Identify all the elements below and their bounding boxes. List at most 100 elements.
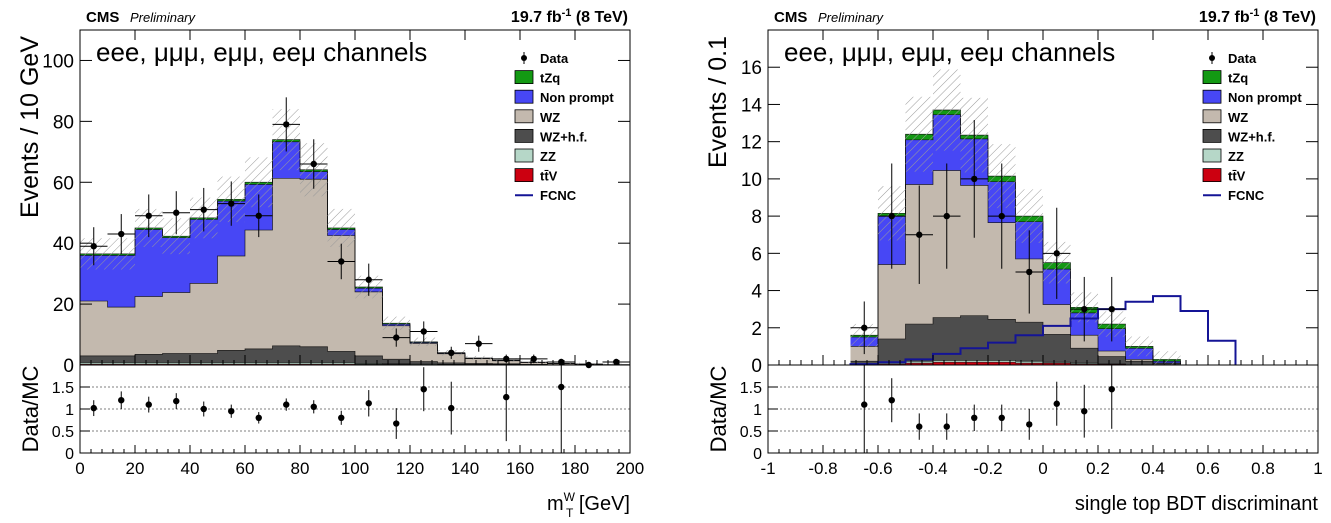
x-tick-label: 100 bbox=[341, 459, 369, 478]
y-tick-label: 16 bbox=[741, 58, 762, 79]
x-tick-label: 40 bbox=[181, 459, 200, 478]
lumi-exponent: -1 bbox=[1250, 7, 1260, 19]
y-tick-label: 20 bbox=[53, 295, 74, 316]
data-point bbox=[310, 160, 317, 168]
stack-bar bbox=[1125, 361, 1153, 365]
stack-bar bbox=[107, 307, 135, 356]
data-point bbox=[1108, 305, 1115, 313]
stack-bar bbox=[878, 338, 906, 364]
data-point bbox=[338, 258, 345, 265]
x-tick-label: 0.4 bbox=[1141, 459, 1165, 478]
stack-bar bbox=[1043, 362, 1071, 364]
data-point bbox=[1026, 268, 1033, 276]
data-point bbox=[971, 175, 978, 183]
cms-label: CMS bbox=[774, 9, 807, 26]
x-tick-label: 80 bbox=[291, 459, 310, 478]
ratio-y-tick-label: 0.5 bbox=[52, 424, 74, 441]
legend-label: FCNC bbox=[540, 188, 577, 203]
ratio-point bbox=[503, 393, 510, 401]
y-tick-label: 10 bbox=[741, 170, 762, 191]
ratio-point bbox=[971, 414, 978, 421]
ratio-y-tick-label: 0 bbox=[65, 446, 74, 463]
stack-bar bbox=[272, 178, 300, 346]
ratio-point bbox=[1053, 400, 1060, 407]
uncertainty-band bbox=[410, 337, 438, 347]
ratio-point bbox=[1081, 408, 1088, 415]
y-tick-label: 100 bbox=[42, 51, 74, 72]
ratio-point bbox=[90, 404, 97, 412]
stack-bar bbox=[1070, 335, 1098, 349]
stack-wz bbox=[80, 178, 630, 365]
stack-bar bbox=[190, 283, 218, 354]
legend-label: tZq bbox=[540, 71, 560, 86]
stack-bar bbox=[465, 358, 493, 364]
x-tick-label: 0.8 bbox=[1251, 459, 1275, 478]
cms-label: CMS bbox=[86, 9, 119, 26]
ratio-point bbox=[861, 401, 868, 408]
stack-bar bbox=[410, 343, 438, 362]
legend-label: Non prompt bbox=[540, 90, 614, 105]
stack-bar bbox=[933, 360, 961, 363]
fcnc-line bbox=[849, 295, 1237, 366]
data-points bbox=[850, 120, 1126, 355]
x-tick-label: 1 bbox=[1313, 459, 1322, 478]
x-axis-title-sub: T bbox=[566, 506, 574, 520]
ratio-frame bbox=[767, 364, 1319, 454]
legend-swatch bbox=[1202, 89, 1222, 104]
stack-bar bbox=[327, 362, 355, 365]
stack-bar bbox=[217, 255, 245, 351]
data-point bbox=[613, 358, 620, 366]
stack-bar bbox=[135, 362, 163, 365]
data-point bbox=[283, 121, 290, 128]
y-tick-label: 8 bbox=[751, 207, 762, 228]
data-point bbox=[118, 230, 125, 238]
ratio-point bbox=[420, 386, 427, 393]
y-tick-label: 40 bbox=[53, 234, 74, 255]
uncertainty-band bbox=[933, 69, 961, 151]
ratio-point bbox=[365, 400, 372, 407]
stack-bar bbox=[1070, 348, 1098, 364]
x-tick-label: 180 bbox=[561, 459, 589, 478]
x-tick-label: 0 bbox=[1038, 459, 1047, 478]
ratio-point bbox=[338, 414, 345, 421]
legend-swatch bbox=[514, 168, 534, 183]
lumi-value: 19.7 fb bbox=[511, 9, 562, 26]
data-point bbox=[145, 212, 152, 219]
ratio-point bbox=[118, 397, 125, 404]
uncertainty-band bbox=[382, 316, 410, 330]
stack-bar bbox=[162, 362, 190, 365]
ratio-point bbox=[228, 408, 235, 415]
x-tick-label: -0.2 bbox=[973, 459, 1002, 478]
legend-label: Data bbox=[540, 51, 569, 66]
ratio-point bbox=[255, 414, 262, 421]
data-point bbox=[90, 243, 97, 250]
ratio-point bbox=[283, 401, 290, 408]
x-axis-title-main: single top BDT discriminant bbox=[1075, 493, 1319, 515]
y-tick-label: 2 bbox=[751, 319, 762, 340]
stack-bar bbox=[1015, 363, 1043, 365]
stack-bar bbox=[878, 363, 906, 365]
ratio-point bbox=[558, 383, 565, 391]
energy-label: (8 TeV) bbox=[571, 9, 628, 26]
stack-bar bbox=[1098, 356, 1126, 365]
legend-swatch bbox=[1202, 148, 1222, 163]
legend-label: ZZ bbox=[540, 149, 556, 164]
y-tick-label: 4 bbox=[751, 282, 762, 303]
stack-bar bbox=[382, 359, 410, 364]
stack-bar bbox=[355, 355, 383, 364]
stack-bar bbox=[355, 363, 383, 365]
y-tick-label: 0 bbox=[63, 356, 74, 377]
legend-label: WZ bbox=[1228, 110, 1248, 125]
stack-bar bbox=[80, 362, 108, 365]
ratio-axis-title: Data/MC bbox=[18, 365, 43, 452]
legend-swatch bbox=[1202, 109, 1222, 124]
stack-bar bbox=[245, 230, 273, 349]
stack-bar bbox=[905, 363, 933, 365]
ratio-axis-title: Data/MC bbox=[706, 365, 731, 452]
legend-label: tt̄V bbox=[1228, 169, 1246, 184]
stack-bar bbox=[80, 355, 108, 363]
stack-bar bbox=[245, 362, 273, 365]
ratio-y-tick-label: 0.5 bbox=[740, 424, 762, 441]
stack-bar bbox=[1015, 322, 1043, 362]
uncertainty-band bbox=[1125, 336, 1153, 357]
